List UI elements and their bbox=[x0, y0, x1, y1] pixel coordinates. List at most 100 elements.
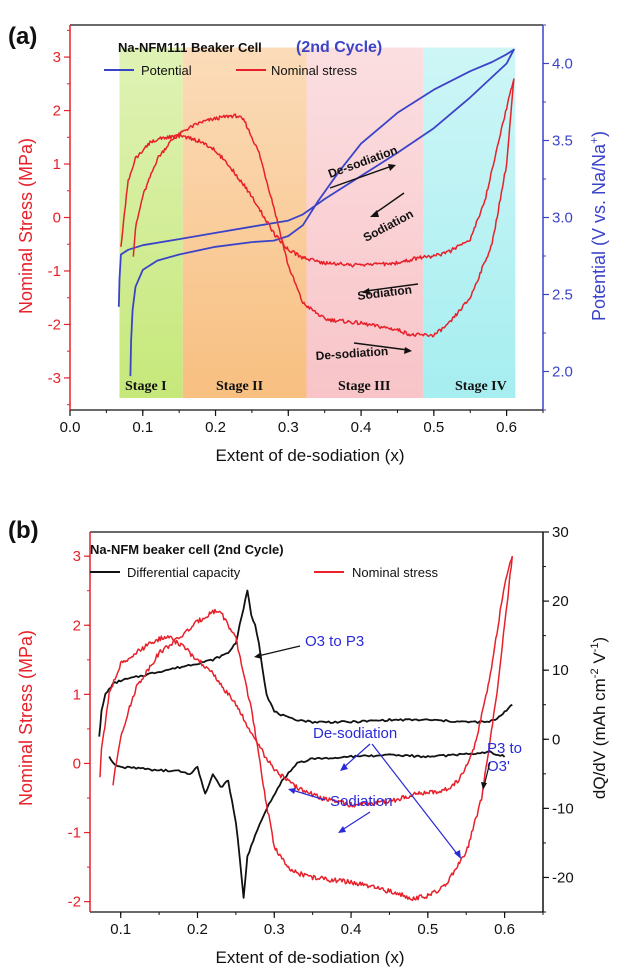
stage-band-2 bbox=[182, 47, 307, 399]
y-tick-label: 2 bbox=[53, 103, 61, 120]
arrow-b-p3-to-o3prime bbox=[483, 761, 491, 787]
x-tick-label: 0.4 bbox=[341, 921, 362, 938]
panel-a-title: Na-NFM111 Beaker Cell bbox=[118, 40, 262, 55]
arrowhead-a-de-sodiation-lower bbox=[404, 347, 412, 354]
y2-tick-label: 20 bbox=[552, 593, 569, 610]
annotation-a-de-sodiation-lower: De-sodiation bbox=[315, 344, 388, 363]
y2-tick-label: -20 bbox=[552, 869, 574, 886]
series-line-b-1 bbox=[98, 589, 513, 737]
x-tick-label: 0.0 bbox=[60, 419, 81, 436]
panel-a-legend: Potential Nominal stress bbox=[104, 63, 357, 78]
y-tick-label: -2 bbox=[48, 316, 61, 333]
arrowhead-b-de-sodiation-right bbox=[454, 850, 461, 859]
x-tick-label: 0.3 bbox=[278, 419, 299, 436]
arrowhead-a-de-sodiation-upper bbox=[388, 164, 396, 171]
arrow-b-de-sodiation-left bbox=[342, 743, 371, 769]
series-line-a-2 bbox=[132, 78, 515, 338]
x-tick-label: 0.6 bbox=[494, 921, 515, 938]
panel-a-y2-ticks: 2.0 2.5 3.0 3.5 4.0 bbox=[543, 24, 573, 411]
arrow-b-sodiation-left bbox=[291, 789, 326, 801]
arrowhead-b-sodiation-lower bbox=[338, 826, 346, 833]
panel-a-letter: (a) bbox=[8, 23, 37, 50]
arrow-b-sodiation-lower bbox=[341, 811, 371, 831]
panel-b-x-axis-label: Extent of de-sodiation (x) bbox=[216, 948, 405, 967]
panel-b-title: Na-NFM beaker cell (2nd Cycle) bbox=[90, 542, 284, 557]
panel-b-letter: (b) bbox=[8, 517, 39, 544]
annotation-b-de-sodiation: De-sodiation bbox=[313, 725, 397, 742]
stage-band-1 bbox=[119, 47, 183, 399]
y2-tick-label: 2.0 bbox=[552, 364, 573, 381]
arrowhead-b-de-sodiation-left bbox=[340, 763, 348, 771]
series-line-b-2 bbox=[108, 750, 506, 899]
y2-tick-label: 0 bbox=[552, 731, 560, 748]
panel-a-x-ticks: 0.0 0.1 0.2 0.3 0.4 0.5 0.6 bbox=[60, 410, 544, 436]
panel-b-series bbox=[98, 555, 514, 902]
arrow-a-de-sodiation-lower bbox=[353, 342, 409, 351]
arrow-a-sodiation-upper bbox=[373, 192, 405, 215]
y2-tick-label: 10 bbox=[552, 662, 569, 679]
series-line-a-1 bbox=[117, 48, 515, 377]
panel-a-series bbox=[117, 48, 515, 377]
legend-label-potential: Potential bbox=[141, 63, 192, 78]
y2-tick-label: -10 bbox=[552, 800, 574, 817]
y-tick-label: 0 bbox=[53, 210, 61, 227]
y-tick-label: 3 bbox=[73, 548, 81, 565]
y2-tick-label: 30 bbox=[552, 524, 569, 541]
panel-b-legend: Differential capacity Nominal stress bbox=[90, 565, 438, 580]
panel-b-x-ticks: 0.1 0.2 0.3 0.4 0.5 0.6 bbox=[110, 912, 544, 938]
annotation-b-o3prime: O3' bbox=[487, 758, 510, 775]
panel-a-x-axis-label: Extent of de-sodiation (x) bbox=[216, 446, 405, 465]
arrowhead-b-o3-to-p3 bbox=[254, 652, 262, 659]
arrow-a-de-sodiation-upper bbox=[329, 165, 393, 189]
x-tick-label: 0.1 bbox=[132, 419, 153, 436]
panel-b: (b) 0.1 0.2 0.3 0.4 0.5 0.6 -2 -10 1 2 3 -20 -10 0 1… bbox=[8, 517, 609, 967]
panel-b-y-axis-label: Nominal Stress (MPa) bbox=[16, 630, 36, 806]
legend-label-differential-capacity: Differential capacity bbox=[127, 565, 241, 580]
panel-b-annotations: O3 to P3 De-sodiation Sodiation P3 to O3… bbox=[254, 633, 522, 859]
panel-a-y-axis-label: Nominal Stress (MPa) bbox=[16, 138, 36, 314]
y-tick-label: -3 bbox=[48, 370, 61, 387]
stage-label-4: Stage IV bbox=[455, 379, 507, 394]
y-tick-label: 1 bbox=[53, 156, 61, 173]
x-tick-label: 0.6 bbox=[496, 419, 517, 436]
y2-tick-label: 3.0 bbox=[552, 210, 573, 227]
x-tick-label: 0.5 bbox=[423, 419, 444, 436]
arrow-b-de-sodiation-right bbox=[371, 743, 459, 856]
panel-b-y-ticks: -2 -1 0 1 2 3 bbox=[68, 548, 90, 911]
panel-b-frame bbox=[89, 531, 544, 913]
annotation-b-sodiation: Sodiation bbox=[330, 793, 393, 810]
stage-label-3: Stage III bbox=[338, 379, 391, 394]
arrowhead-b-p3-to-o3prime bbox=[481, 782, 487, 790]
y-tick-label: 2 bbox=[73, 617, 81, 634]
arrowhead-a-sodiation-lower bbox=[362, 288, 370, 295]
x-tick-label: 0.4 bbox=[351, 419, 372, 436]
stage-label-1: Stage I bbox=[125, 379, 167, 394]
panel-b-y2-ticks: -20 -10 0 10 20 30 bbox=[543, 524, 574, 913]
x-tick-label: 0.1 bbox=[110, 921, 131, 938]
x-tick-label: 0.2 bbox=[187, 921, 208, 938]
panel-a: (a) 0.0 0.1 0.2 0.3 0.4 0.5 0.6 -3 -2 -1 0 1 2 3 2.0… bbox=[8, 23, 609, 465]
panel-a-y2-axis-label: Potential (V vs. Na/Na+) bbox=[587, 131, 609, 321]
y-tick-label: 3 bbox=[53, 49, 61, 66]
y-tick-label: -1 bbox=[48, 263, 61, 280]
panel-a-stage-bands bbox=[119, 47, 516, 399]
annotation-a-sodiation-lower: Sodiation bbox=[357, 282, 413, 303]
y-tick-label: -2 bbox=[68, 894, 81, 911]
arrowhead-b-sodiation-left bbox=[288, 788, 296, 794]
annotation-b-o3-to-p3: O3 to P3 bbox=[305, 633, 364, 650]
arrowhead-a-sodiation-upper bbox=[370, 210, 379, 217]
x-tick-label: 0.2 bbox=[205, 419, 226, 436]
y2-tick-label: 4.0 bbox=[552, 56, 573, 73]
x-tick-label: 0.3 bbox=[264, 921, 285, 938]
y-tick-label: 1 bbox=[73, 686, 81, 703]
panel-a-subtitle: (2nd Cycle) bbox=[296, 39, 382, 56]
y-tick-label: 0 bbox=[73, 755, 81, 772]
y2-tick-label: 3.5 bbox=[552, 133, 573, 150]
y2-tick-label: 2.5 bbox=[552, 287, 573, 304]
legend-label-nominal-stress: Nominal stress bbox=[271, 63, 357, 78]
series-line-a-3 bbox=[120, 79, 515, 268]
x-tick-label: 0.5 bbox=[417, 921, 438, 938]
arrow-a-sodiation-lower bbox=[365, 283, 419, 292]
panel-a-stage-labels: Stage I Stage II Stage III Stage IV bbox=[125, 379, 507, 394]
